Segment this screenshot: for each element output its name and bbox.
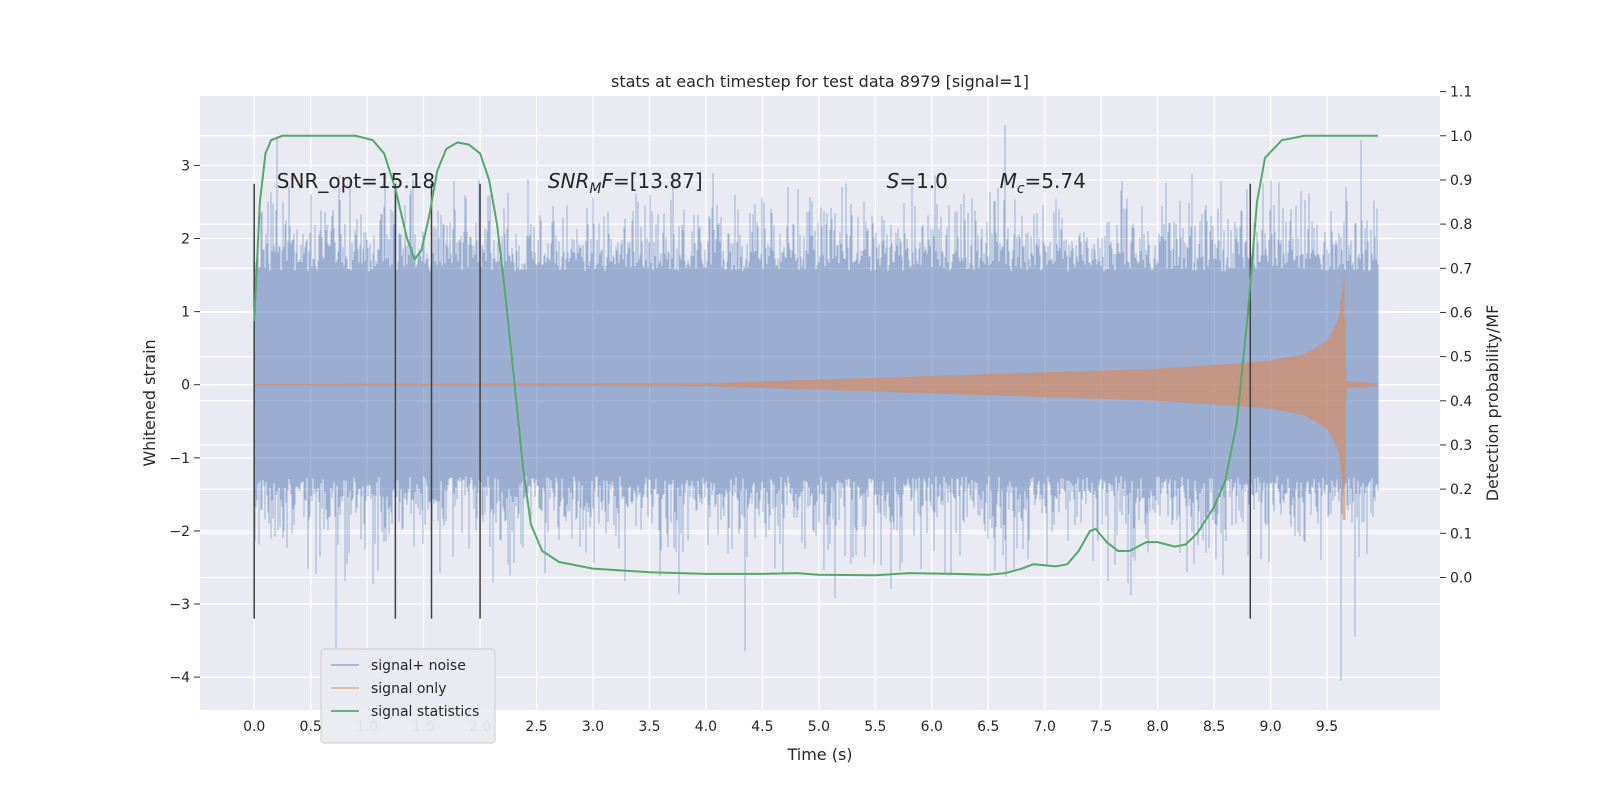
y2-axis-label: Detection probability/MF xyxy=(1483,305,1502,502)
vertical-markers xyxy=(253,183,1252,619)
x-tick-label: 5.5 xyxy=(864,719,886,735)
statistics-layer xyxy=(253,134,1378,577)
annotation-snr-mf: SNRMF=[13.87] xyxy=(548,169,703,197)
x-tick-label: 6.5 xyxy=(977,719,999,735)
series-layer xyxy=(253,125,1379,681)
x-tick-label: 9.5 xyxy=(1316,719,1338,735)
legend-label-signal-only: signal only xyxy=(371,681,446,697)
chart-title: stats at each timestep for test data 897… xyxy=(611,72,1029,91)
annotations: SNR_opt=15.18 SNRMF=[13.87] S=1.0 Mc=5.74 xyxy=(277,169,1086,197)
x-tick-label: 4.5 xyxy=(751,719,773,735)
y-tick-label: 1 xyxy=(181,305,190,321)
x-tick-label: 0.5 xyxy=(300,719,322,735)
y-tick-label: 3 xyxy=(181,158,190,174)
x-tick-label: 3.0 xyxy=(582,719,604,735)
x-tick-label: 8.0 xyxy=(1147,719,1169,735)
x-tick-label: 5.0 xyxy=(808,719,830,735)
y-tick-label: 0 xyxy=(181,378,190,394)
x-axis-label: Time (s) xyxy=(786,745,852,764)
legend-label-signal-statistics: signal statistics xyxy=(371,704,479,720)
y-tick-label: −1 xyxy=(169,451,190,467)
y2-tick-label: 1.0 xyxy=(1450,129,1472,145)
y2-tick-label: 0.5 xyxy=(1450,350,1472,366)
y-tick-label: −4 xyxy=(169,670,190,686)
x-tick-label: 6.0 xyxy=(921,719,943,735)
x-tick-label: 7.5 xyxy=(1090,719,1112,735)
y2-tick-label: 0.8 xyxy=(1450,217,1472,233)
x-tick-label: 4.0 xyxy=(695,719,717,735)
series-signal-statistics xyxy=(253,134,1378,577)
y2-tick-label: 0.0 xyxy=(1450,570,1472,586)
y2-tick-label: 0.2 xyxy=(1450,482,1472,498)
y2-tick-label: 0.1 xyxy=(1450,526,1472,542)
y-tick-label: −3 xyxy=(169,597,190,613)
legend-box xyxy=(320,648,496,744)
x-tick-label: 3.5 xyxy=(638,719,660,735)
annotation-snr-opt: SNR_opt=15.18 xyxy=(277,169,435,193)
y-tick-label: −2 xyxy=(169,524,190,540)
x-tick-label: 8.5 xyxy=(1203,719,1225,735)
x-tick-label: 7.0 xyxy=(1034,719,1056,735)
legend: signal+ noise signal only signal statist… xyxy=(320,648,496,744)
y2-tick-label: 1.1 xyxy=(1450,85,1472,101)
y2-tick-label: 0.4 xyxy=(1450,394,1472,410)
y2-tick-label: 0.9 xyxy=(1450,173,1472,189)
y2-tick-label: 0.6 xyxy=(1450,305,1472,321)
y2-tick-label: 0.7 xyxy=(1450,261,1472,277)
annotation-s: S=1.0 xyxy=(887,169,948,193)
y2-tick-label: 0.3 xyxy=(1450,438,1472,454)
x-tick-label: 9.0 xyxy=(1259,719,1281,735)
y-tick-label: 2 xyxy=(181,232,190,248)
y-axis-label: Whitened strain xyxy=(140,339,159,466)
x-tick-label: 0.0 xyxy=(243,719,265,735)
annotation-mc: Mc=5.74 xyxy=(1000,169,1086,197)
legend-label-signal-noise: signal+ noise xyxy=(371,658,466,674)
x-tick-label: 2.5 xyxy=(525,719,547,735)
